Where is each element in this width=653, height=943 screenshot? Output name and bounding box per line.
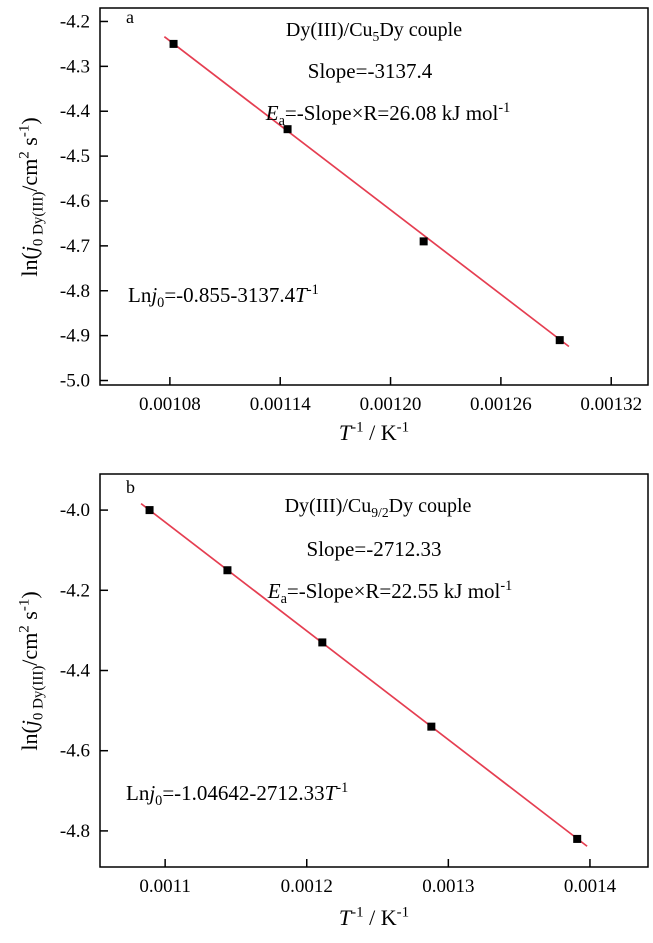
y-tick-label: -4.9 — [60, 326, 90, 347]
y-tick-label: -4.6 — [60, 741, 90, 762]
arrhenius-plot-panel-b: 0.0011 0.0012 0.0013 0.0014 -4.0 -4.2 -4.4 -4.6… — [0, 462, 653, 943]
y-tick-label: -4.3 — [60, 56, 90, 77]
x-tick-label: 0.00108 — [139, 394, 201, 415]
x-tick-label: 0.00132 — [580, 394, 642, 415]
data-point — [427, 722, 436, 731]
ea-text-a: Ea=-Slope×R=26.08 kJ mol-1 — [265, 100, 511, 130]
data-point — [145, 506, 154, 515]
data-point — [555, 336, 564, 345]
plot-svg-b: 0.0011 0.0012 0.0013 0.0014 -4.0 -4.2 -4.4 -4.6… — [60, 473, 649, 897]
data-point — [169, 39, 178, 48]
y-tick-label: -4.2 — [60, 580, 90, 601]
y-tick-label: -4.0 — [60, 500, 90, 521]
y-tick-label: -4.4 — [60, 661, 91, 682]
couple-title-a: Dy(III)/Cu5Dy couple — [285, 19, 463, 44]
slope-text-a: Slope=-3137.4 — [307, 59, 433, 83]
y-tick-label: -4.7 — [60, 236, 90, 257]
x-tick-label: 0.0013 — [422, 876, 474, 897]
fit-equation-b: Lnj0=-1.04642-2712.33T-1 — [126, 780, 349, 810]
x-axis-label-a: T-1 / K-1 — [338, 419, 410, 445]
x-tick-label: 0.00114 — [250, 394, 312, 415]
x-tick-label: 0.00126 — [470, 394, 532, 415]
x-tick-label: 0.0011 — [139, 876, 191, 897]
x-tick-label: 0.0014 — [564, 876, 617, 897]
fit-line — [140, 502, 588, 847]
x-axis-label-b: T-1 / K-1 — [338, 904, 410, 930]
y-tick-label: -5.0 — [60, 371, 90, 392]
x-tick-label: 0.00120 — [360, 394, 422, 415]
y-axis-label-a: ln(j0 Dy(III)/cm2 s-1) — [16, 116, 47, 277]
plot-frame — [99, 473, 649, 868]
y-axis-label-b: ln(j0 Dy(III)/cm2 s-1) — [16, 590, 47, 751]
x-tick-label: 0.0012 — [281, 876, 333, 897]
panel-label-a: a — [126, 7, 134, 27]
slope-text-b: Slope=-2712.33 — [306, 537, 442, 561]
y-tick-label: -4.4 — [60, 101, 91, 122]
fit-line — [163, 36, 570, 348]
data-point — [573, 834, 582, 843]
ea-text-b: Ea=-Slope×R=22.55 kJ mol-1 — [267, 578, 513, 608]
arrhenius-plot-panel-a: 0.00108 0.00114 0.00120 0.00126 0.00132 -4.2 -… — [0, 0, 653, 462]
data-point — [283, 125, 292, 134]
y-tick-label: -4.8 — [60, 821, 90, 842]
y-tick-label: -4.6 — [60, 191, 90, 212]
plot-svg-a: 0.00108 0.00114 0.00120 0.00126 0.00132 -4.2 -… — [60, 7, 649, 415]
data-point — [419, 237, 428, 246]
data-point — [318, 638, 327, 647]
y-tick-label: -4.5 — [60, 146, 90, 167]
panel-label-b: b — [126, 477, 135, 497]
y-tick-label: -4.8 — [60, 281, 90, 302]
fit-equation-a: Lnj0=-0.855-3137.4T-1 — [128, 282, 319, 312]
data-point — [223, 566, 232, 575]
couple-title-b: Dy(III)/Cu9/2Dy couple — [284, 495, 472, 520]
y-tick-label: -4.2 — [60, 11, 90, 32]
